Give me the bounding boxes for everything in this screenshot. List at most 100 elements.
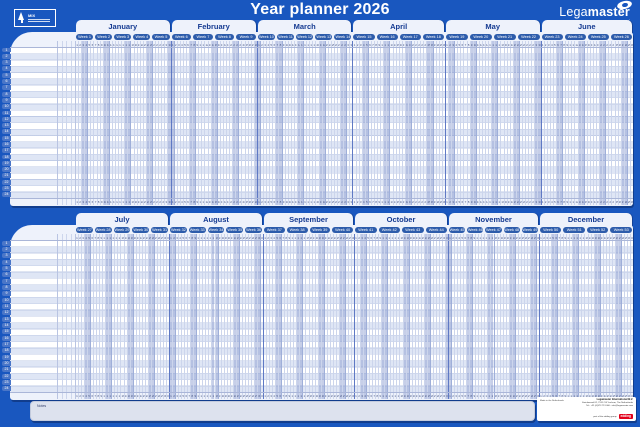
day-column: 25 25	[148, 41, 153, 205]
day-number: 11	[202, 42, 204, 47]
day-column: 26 26	[522, 41, 525, 205]
row-number-tab: 13	[2, 123, 11, 128]
day-column: 10 10	[102, 41, 106, 205]
day-column: 1818	[220, 234, 224, 399]
day-number: 15	[396, 42, 399, 47]
day-number: 18	[127, 235, 130, 240]
day-number: 24	[333, 235, 336, 240]
month-tab: July	[76, 213, 168, 226]
day-number: 10	[291, 393, 293, 398]
day-number: 21	[415, 42, 417, 47]
day-column: 2020	[229, 41, 232, 205]
week-pill: Week 41	[355, 226, 377, 233]
day-number: 28	[436, 199, 439, 204]
day-column: 22 22	[417, 41, 420, 205]
month-tab: June	[541, 20, 632, 33]
day-number: 3	[452, 42, 454, 47]
day-column: 10 10	[475, 234, 478, 399]
day-number: 16	[494, 235, 497, 240]
day-column: 29 29	[438, 41, 442, 205]
day-number: 9	[473, 393, 476, 398]
day-number: 28	[529, 199, 531, 204]
day-number: 12	[297, 393, 300, 398]
day-number: 22	[322, 199, 325, 204]
day-number: 4	[455, 42, 458, 47]
day-column: 22 22	[417, 234, 421, 399]
day-number: 15	[306, 393, 309, 398]
day-column: 11 11	[475, 41, 479, 205]
day-number: 1	[258, 42, 260, 47]
day-column: 1717	[217, 234, 221, 399]
day-number: 26	[430, 235, 433, 240]
day-number: 12	[109, 235, 112, 240]
day-number: 14	[297, 42, 300, 47]
day-number: 24	[328, 42, 331, 47]
day-number: 30	[630, 42, 633, 47]
week-pill: Week 47	[485, 226, 502, 233]
day-number: 16	[492, 199, 494, 204]
day-number: 9	[564, 393, 567, 398]
day-column: 1616	[493, 234, 497, 399]
day-column: 22 22	[605, 41, 608, 205]
day-number: 31	[350, 199, 353, 204]
day-number: 3	[546, 235, 548, 240]
header-line	[10, 239, 633, 241]
day-number: 5	[461, 393, 463, 398]
day-number: 17	[403, 235, 406, 240]
day-number: 18	[128, 42, 131, 47]
month-tab: February	[171, 20, 256, 33]
day-column: 11 11	[105, 234, 109, 399]
day-number: 27	[154, 393, 157, 398]
day-number: 8	[470, 393, 473, 398]
day-number: 8	[470, 235, 473, 240]
day-column: 12 12	[296, 234, 300, 399]
day-number: 17	[590, 199, 593, 204]
week-pill: Week 22	[517, 33, 540, 40]
day-number: 11	[572, 199, 574, 204]
day-column: 14 14	[392, 41, 396, 205]
day-number: 6	[464, 393, 467, 398]
week-pill: Week 31	[151, 226, 168, 233]
day-number: 20	[597, 393, 600, 398]
day-number: 3	[176, 235, 178, 240]
day-number: 14	[209, 235, 212, 240]
day-column: 21 21	[232, 41, 236, 205]
day-column: 10 10	[196, 234, 199, 399]
day-column: 26 26	[152, 41, 155, 205]
day-column: 22 22	[602, 234, 606, 399]
day-number: 31	[630, 393, 633, 398]
row-number-tab: 16	[2, 335, 11, 341]
day-column: 28 28	[253, 41, 257, 205]
day-number: 23	[513, 199, 516, 204]
day-number: 15	[584, 199, 587, 204]
week-pill: Week 14	[334, 33, 352, 40]
day-number: 27	[526, 199, 528, 204]
day-number: 19	[594, 393, 597, 398]
day-number: 26	[618, 199, 621, 204]
day-column: 13 13	[577, 41, 581, 205]
fsc-mix-text: MIX	[28, 12, 36, 18]
day-number: 20	[600, 42, 602, 47]
day-number: 24	[328, 199, 331, 204]
day-number: 16	[587, 42, 590, 47]
day-number: 25	[242, 393, 245, 398]
day-column: 24 24	[423, 234, 427, 399]
day-number: 21	[233, 199, 235, 204]
day-column: 13 13	[207, 41, 211, 205]
day-number: 11	[200, 393, 202, 398]
day-column: 1717	[402, 234, 406, 399]
day-number: 26	[618, 42, 621, 47]
day-number: 10	[103, 199, 106, 204]
day-column: 12 12	[202, 234, 205, 399]
day-number: 6	[369, 42, 371, 47]
day-number: 8	[279, 199, 282, 204]
